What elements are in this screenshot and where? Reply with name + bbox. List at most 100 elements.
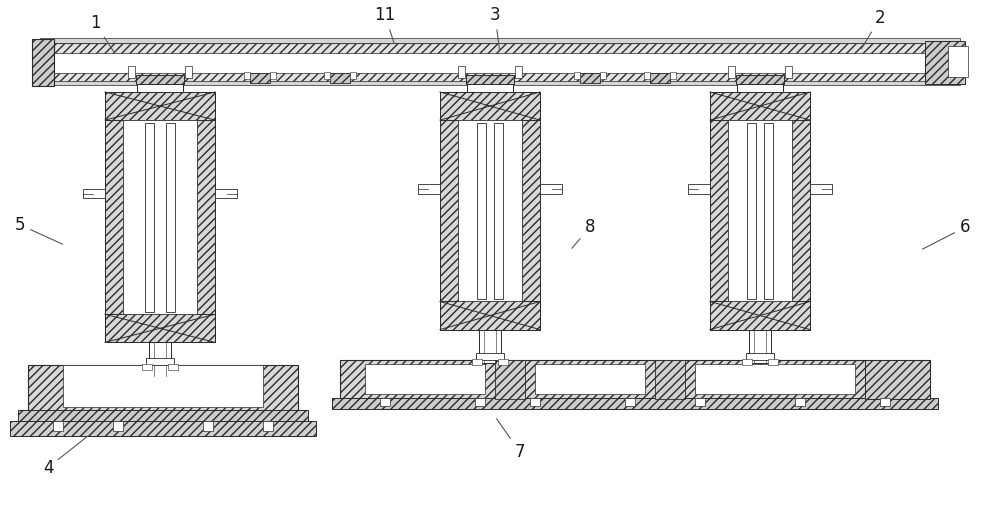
Bar [494,123,503,299]
Bar [810,184,832,194]
Bar [925,41,965,84]
Bar [467,84,513,92]
Bar [197,92,215,342]
Text: 2: 2 [861,9,885,49]
Bar [742,359,752,365]
Bar [380,398,390,406]
Bar [105,314,215,342]
Bar [215,189,237,198]
Bar [795,398,805,406]
Bar [137,84,183,92]
Bar [695,364,855,394]
Bar [53,421,63,431]
Bar [477,123,486,299]
Bar [540,184,562,194]
Bar [263,421,273,431]
Bar [350,72,356,79]
Bar [365,364,485,394]
Bar [149,342,171,376]
Bar [644,72,650,79]
Bar [535,364,645,394]
Bar [746,353,774,360]
Bar [113,421,123,431]
Bar [40,81,960,85]
Bar [792,92,810,330]
Bar [498,359,508,365]
Bar [768,359,778,365]
Bar [522,92,540,330]
Bar [324,72,330,79]
Bar [948,46,968,77]
Bar [250,73,270,83]
Text: 11: 11 [374,6,396,43]
Bar [136,75,184,84]
Text: 8: 8 [572,218,595,248]
Bar [458,120,522,301]
Bar [40,43,960,82]
Bar [476,353,504,360]
Bar [880,398,890,406]
Bar [785,66,792,78]
Bar [574,72,580,79]
Bar [203,421,213,431]
Bar [244,72,250,79]
Bar [48,53,952,73]
Bar [466,75,514,84]
Text: 4: 4 [43,436,88,477]
Bar [440,92,458,330]
Bar [688,184,710,194]
Bar [142,364,152,370]
Bar [764,123,773,299]
Bar [440,301,540,330]
Bar [737,84,783,92]
Bar [18,410,308,422]
Bar [105,92,123,342]
Bar [40,38,960,43]
Bar [736,75,784,84]
Text: 7: 7 [497,419,525,461]
Bar [330,73,350,83]
Bar [515,66,522,78]
Bar [440,92,540,120]
Bar [418,184,440,194]
Text: 5: 5 [15,216,62,244]
Bar [32,39,54,86]
Bar [479,330,501,363]
Bar [63,365,263,407]
Bar [530,398,540,406]
Bar [472,359,482,365]
Bar [670,72,676,79]
Bar [748,84,772,92]
Bar [478,84,502,92]
Bar [580,73,600,83]
Bar [600,72,606,79]
Bar [10,421,316,436]
Bar [625,398,635,406]
Bar [728,120,792,301]
Bar [270,72,276,79]
Bar [749,330,771,363]
Bar [695,398,705,406]
Bar [185,66,192,78]
Bar [728,66,735,78]
Bar [166,123,175,312]
Bar [128,66,135,78]
Bar [28,365,298,411]
Bar [655,360,685,399]
Bar [83,189,105,198]
Bar [332,398,938,409]
Bar [458,66,465,78]
Bar [145,123,154,312]
Bar [475,398,485,406]
Bar [710,92,728,330]
Bar [710,301,810,330]
Bar [650,73,670,83]
Bar [148,84,172,92]
Bar [168,364,178,370]
Bar [123,120,197,314]
Bar [340,360,930,399]
Text: 1: 1 [90,14,113,51]
Bar [146,358,174,365]
Bar [495,360,525,399]
Text: 3: 3 [490,6,500,51]
